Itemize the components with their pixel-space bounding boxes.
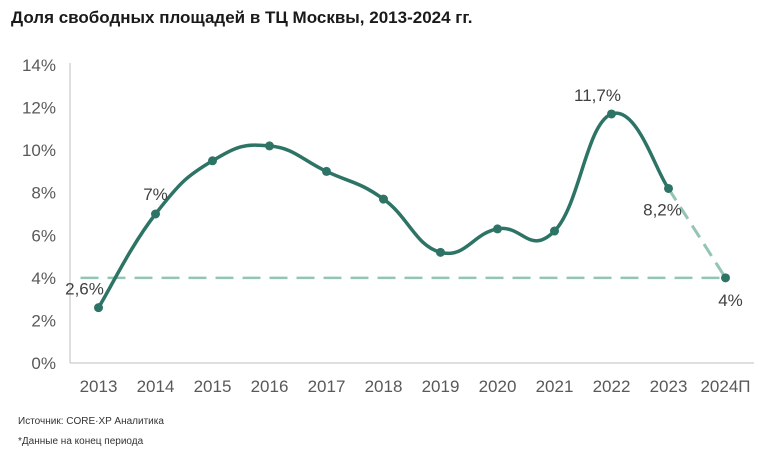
data-point-2017 — [322, 166, 331, 176]
data-label: 7% — [143, 185, 168, 204]
source-note: Источник: CORE·XP Аналитика — [18, 416, 164, 427]
x-tick-label: 2013 — [80, 377, 118, 396]
y-tick-label: 2% — [31, 311, 56, 330]
x-axis: 2013 2014 2015 2016 2017 2018 2019 2020 2021 2022… — [70, 362, 754, 396]
x-tick-label: 2020 — [479, 377, 517, 396]
chart-title: Доля свободных площадей в ТЦ Москвы, 201… — [11, 8, 473, 27]
y-tick-label: 6% — [31, 226, 56, 245]
period-note: *Данные на конец периода — [18, 436, 144, 447]
data-point-2021 — [550, 226, 559, 236]
series-line — [96, 111, 671, 310]
data-point-2016 — [265, 141, 274, 151]
y-tick-label: 14% — [22, 56, 56, 75]
data-label: 2,6% — [65, 280, 104, 299]
data-point-2015 — [208, 156, 217, 166]
y-tick-label: 10% — [22, 141, 56, 160]
y-axis: 0% 2% 4% 6% 8% 10% 12% 14% — [22, 56, 71, 373]
line-chart: 0% 2% 4% 6% 8% 10% 12% 14% 2013 2014 2015 2016 2017… — [22, 56, 754, 396]
data-labels: 2,6% 7% 11,7% 8,2% 4% — [65, 86, 743, 310]
x-tick-label: 2014 — [137, 377, 175, 396]
data-point-2018 — [379, 194, 388, 204]
data-points — [94, 109, 730, 313]
data-label: 4% — [718, 291, 743, 310]
x-tick-label: 2021 — [536, 377, 574, 396]
y-tick-label: 12% — [22, 99, 56, 118]
x-tick-label: 2017 — [308, 377, 346, 396]
data-point-2019 — [436, 247, 445, 257]
data-point-2024П — [721, 273, 730, 283]
x-tick-label: 2022 — [593, 377, 631, 396]
data-point-2013 — [94, 303, 103, 313]
x-tick-label: 2023 — [650, 377, 688, 396]
data-label: 11,7% — [574, 86, 621, 105]
y-tick-label: 4% — [31, 269, 56, 288]
x-tick-label: 2018 — [365, 377, 403, 396]
x-tick-label: 2015 — [194, 377, 232, 396]
forecast-line — [667, 187, 727, 279]
series-lines — [80, 111, 727, 310]
y-tick-label: 0% — [31, 354, 56, 373]
data-point-2022 — [607, 109, 616, 119]
data-point-2020 — [493, 224, 502, 234]
data-point-2014 — [151, 209, 160, 219]
data-point-2023 — [664, 183, 673, 193]
y-tick-label: 8% — [31, 184, 56, 203]
x-tick-label: 2016 — [251, 377, 289, 396]
x-tick-label: 2019 — [422, 377, 460, 396]
data-label: 8,2% — [643, 200, 682, 219]
x-tick-label: 2024П — [700, 377, 750, 396]
